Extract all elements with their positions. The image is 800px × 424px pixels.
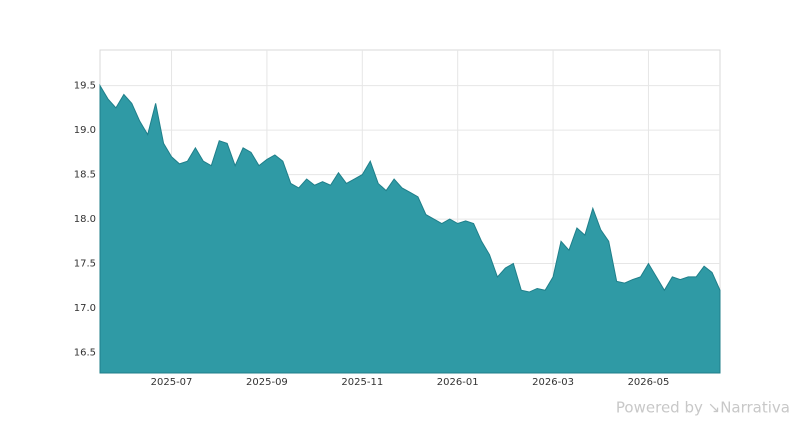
x-tick-label: 2025-09 — [246, 377, 288, 388]
x-tick-label: 2025-07 — [151, 377, 193, 388]
y-tick-label: 19.5 — [74, 81, 96, 92]
x-tick-label: 2026-05 — [628, 377, 670, 388]
y-tick-label: 17.0 — [74, 303, 96, 314]
area — [99, 83, 721, 374]
y-tick-label: 16.5 — [74, 348, 96, 359]
y-tick-label: 17.5 — [74, 259, 96, 270]
y-tick-label: 18.5 — [74, 170, 96, 181]
y-tick-label: 18.0 — [74, 214, 96, 225]
y-tick-label: 19.0 — [74, 125, 96, 136]
x-tick-label: 2026-03 — [532, 377, 574, 388]
watermark: Powered by ↘Narrativa — [616, 399, 790, 417]
x-tick-label: 2025-11 — [341, 377, 383, 388]
x-tick-label: 2026-01 — [437, 377, 479, 388]
